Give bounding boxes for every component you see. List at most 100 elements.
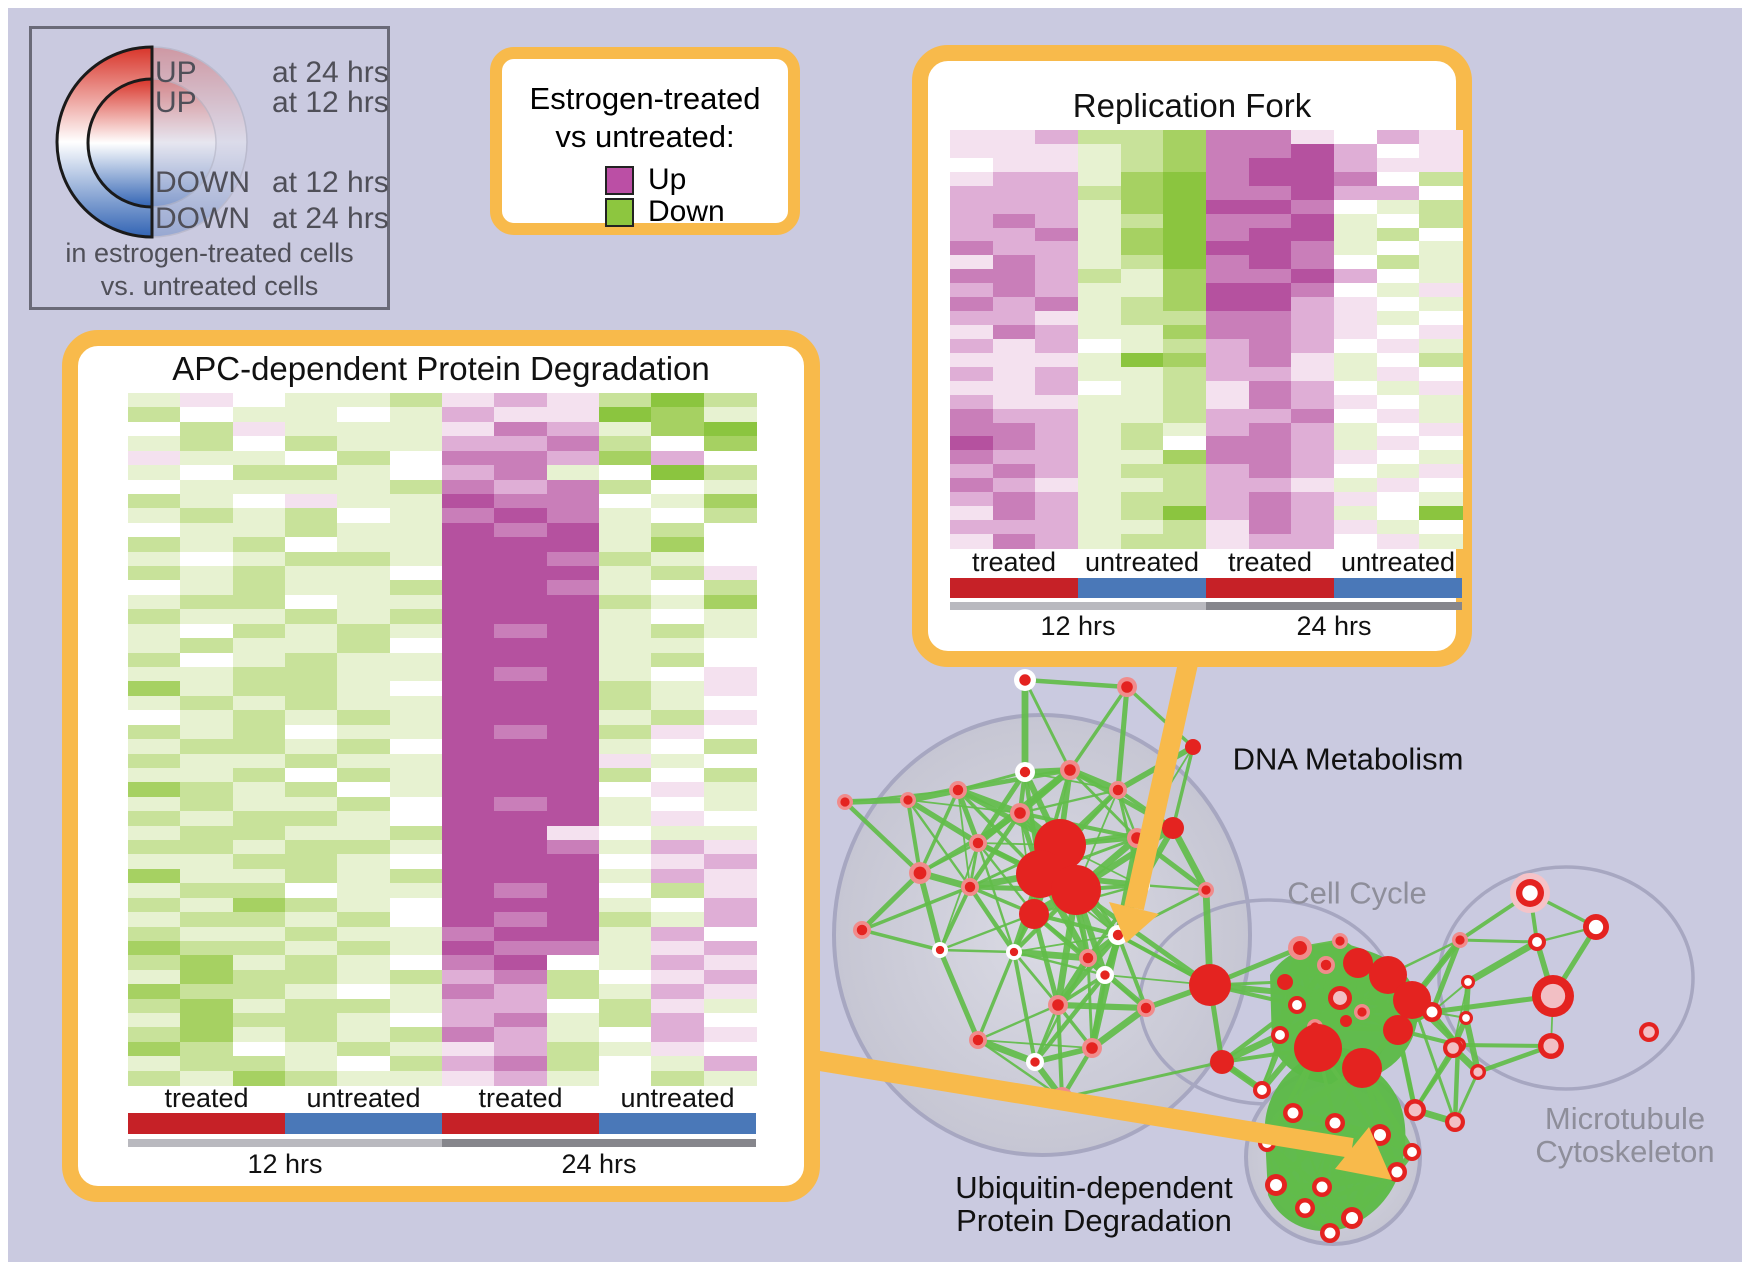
heatmap-cell	[232, 436, 286, 452]
network-edge	[955, 789, 981, 844]
heatmap-cell	[441, 883, 495, 899]
heatmap-cell	[284, 796, 338, 812]
heatmap-cell	[1035, 199, 1079, 215]
heatmap-cell	[337, 695, 391, 711]
heatmap-cell	[1376, 394, 1421, 410]
heatmap-cell	[128, 897, 182, 913]
heatmap-cell	[1419, 255, 1463, 270]
heatmap-cell	[494, 421, 548, 437]
heatmap-cell	[232, 681, 286, 697]
heatmap-cell	[651, 998, 705, 1014]
heatmap-cell	[180, 594, 234, 610]
heatmap-cell	[1035, 394, 1079, 410]
legend-up-12-dir: UP	[155, 86, 197, 119]
network-edge	[918, 789, 960, 874]
heatmap-cell	[598, 1056, 652, 1072]
heatmap-cell	[284, 955, 338, 971]
heatmap-cell	[1248, 171, 1293, 187]
heatmap-cell	[180, 551, 234, 567]
heatmap-cell	[598, 1013, 652, 1029]
heatmap-cell	[598, 508, 652, 524]
heatmap-cell	[128, 493, 182, 510]
heatmap-cell	[1163, 269, 1207, 284]
gene-node	[1006, 944, 1022, 960]
heatmap-cell	[494, 883, 548, 899]
heatmap-cell	[1334, 269, 1378, 284]
heatmap-cell	[180, 724, 234, 740]
heatmap-cell	[337, 450, 391, 466]
heatmap-cell	[1078, 436, 1122, 452]
heatmap-cell	[389, 609, 443, 625]
heatmap-cell	[1078, 255, 1122, 270]
heatmap-cell	[441, 753, 495, 769]
heatmap-cell	[1206, 492, 1250, 507]
heatmap-cell	[128, 1070, 182, 1086]
network-edge	[956, 786, 1022, 817]
heatmap-cell	[651, 465, 705, 481]
heatmap-cell	[950, 450, 994, 465]
heatmap-cell	[1035, 213, 1079, 229]
heatmap-cell	[128, 767, 182, 784]
network-edge	[1410, 999, 1457, 1123]
heatmap-cell	[950, 506, 994, 521]
heatmap-cell	[992, 492, 1037, 507]
heatmap-cell	[1206, 130, 1250, 145]
heatmap-cell	[598, 926, 652, 942]
heatmap-cell	[284, 840, 338, 856]
heatmap-cell	[703, 450, 757, 466]
heatmap-cell	[1248, 297, 1293, 312]
heatmap-cell	[546, 537, 600, 553]
network-edge	[1466, 939, 1539, 985]
heatmap-cell	[337, 623, 391, 639]
heatmap-cell	[389, 767, 443, 784]
heatmap-cell	[1419, 325, 1463, 340]
heatmap-cell	[1206, 199, 1250, 215]
heatmap-cell	[232, 493, 286, 510]
gene-node	[1312, 1177, 1332, 1197]
heatmap-cell	[284, 1027, 338, 1043]
heatmap-cell	[1206, 325, 1250, 340]
heatmap-cell	[1206, 269, 1250, 284]
network-edge	[1115, 686, 1130, 791]
heatmap-cell	[180, 479, 234, 495]
heatmap-cell	[389, 940, 443, 957]
heatmap-cell	[180, 1056, 234, 1072]
heatmap-cell	[180, 436, 234, 452]
heatmap-cell	[494, 1056, 548, 1072]
heatmap-cell	[128, 782, 182, 798]
heatmap-cell	[441, 767, 495, 784]
gene-node	[1538, 1033, 1564, 1059]
heatmap-cell	[284, 580, 338, 596]
heatmap-cell	[1163, 492, 1207, 507]
heatmap-cell	[128, 623, 182, 639]
heatmap-cell	[1120, 408, 1165, 424]
network-edge	[976, 842, 1016, 953]
heatmap-cell	[180, 609, 234, 625]
heatmap-cell	[651, 594, 705, 610]
gene-node	[1051, 865, 1101, 915]
heatmap-cell	[992, 394, 1037, 410]
heatmap-cell	[1078, 325, 1122, 340]
heatmap-cell	[337, 868, 391, 884]
heatmap-cell	[703, 609, 757, 625]
heatmap-cell	[546, 465, 600, 481]
heatmap-cell	[598, 609, 652, 625]
heatmap-cell	[1376, 241, 1421, 257]
heatmap-cell	[950, 297, 994, 312]
heatmap-cell	[1419, 464, 1463, 479]
heatmap-cell	[1120, 338, 1165, 354]
heatmap-cell	[1419, 422, 1463, 438]
heatmap-cell	[1248, 130, 1293, 145]
heatmap-cell	[1248, 241, 1293, 257]
gene-node	[1342, 1048, 1382, 1088]
heatmap-cell	[232, 840, 286, 856]
heatmap-cell	[1376, 130, 1421, 145]
heatmap-cell	[950, 338, 994, 354]
heatmap-cell	[1206, 297, 1250, 312]
network-edge	[1261, 1034, 1281, 1091]
heatmap-cell	[1078, 394, 1122, 410]
heatmap-cell	[441, 1013, 495, 1029]
heatmap-cell	[284, 811, 338, 827]
heatmap-cell	[992, 380, 1037, 396]
heatmap-cell	[1120, 352, 1165, 368]
